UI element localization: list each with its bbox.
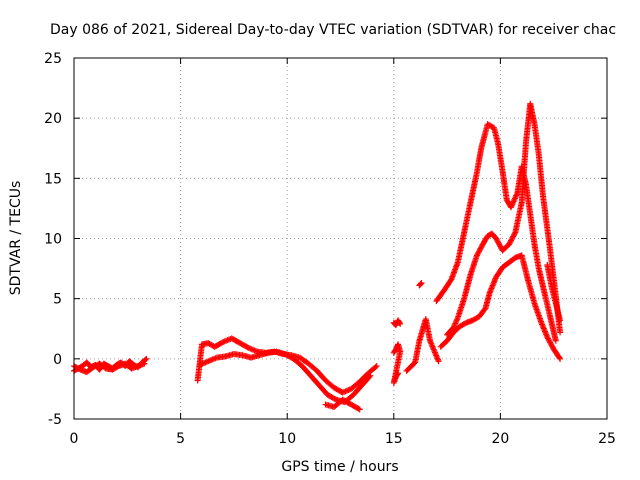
x-tick-label: 25 (598, 431, 616, 447)
data-point (556, 354, 563, 361)
x-tick-label: 15 (385, 431, 403, 447)
series-arc-5 (322, 396, 363, 413)
data-point (451, 321, 458, 328)
data-point (417, 281, 424, 288)
data-point (141, 360, 148, 367)
y-tick-label: -5 (48, 412, 62, 428)
data-point (557, 329, 564, 336)
series-arc-12 (437, 252, 564, 362)
data-point (511, 230, 518, 237)
data-point (481, 306, 488, 313)
series-arc-4 (196, 348, 374, 406)
data-point (366, 373, 373, 380)
series-arc-2 (71, 360, 148, 376)
data-point (452, 320, 459, 327)
x-axis-label: GPS time / hours (281, 459, 398, 475)
x-tick-label: 0 (70, 431, 79, 447)
data-point (552, 337, 559, 344)
data-point (244, 344, 251, 351)
chart-title: Day 086 of 2021, Sidereal Day-to-day VTE… (50, 22, 616, 38)
series-arc-9 (416, 280, 425, 289)
data-point (394, 371, 401, 378)
y-tick-label: 0 (53, 352, 62, 368)
data-point (454, 316, 461, 323)
series-arc-7 (390, 341, 404, 386)
data-point (373, 363, 380, 370)
x-tick-label: 5 (176, 431, 185, 447)
data-point (447, 277, 454, 284)
data-point (219, 339, 226, 346)
y-tick-label: 10 (44, 232, 62, 248)
data-point (395, 370, 402, 377)
data-point (372, 364, 379, 371)
y-tick-label: 15 (44, 171, 62, 187)
data-point (332, 396, 339, 403)
data-point (356, 406, 363, 413)
series-arc-8 (403, 316, 442, 374)
data-point (557, 317, 564, 324)
data-point (143, 355, 150, 362)
data-point (452, 319, 459, 326)
data-point (416, 282, 423, 289)
x-tick-label: 10 (278, 431, 296, 447)
y-tick-label: 25 (44, 51, 62, 67)
y-tick-label: 20 (44, 111, 62, 127)
axis-ticks: 0 5 10 15 20 25 -5 0 5 10 15 20 25 (44, 51, 616, 447)
data-point (451, 323, 458, 330)
x-tick-label: 20 (491, 431, 509, 447)
data-point (355, 405, 362, 412)
data-point (453, 317, 460, 324)
data-markers (71, 100, 564, 413)
series-arc-13 (544, 261, 564, 324)
data-point (397, 320, 404, 327)
data-point (367, 372, 374, 379)
data-point (557, 355, 564, 362)
data-point (142, 356, 149, 363)
y-tick-label: 5 (53, 292, 62, 308)
y-axis-label: SDTVAR / TECUs (8, 181, 24, 296)
data-point (435, 358, 442, 365)
series-arc-6 (390, 317, 404, 329)
series-arc-11 (444, 100, 564, 338)
data-point (396, 319, 403, 326)
